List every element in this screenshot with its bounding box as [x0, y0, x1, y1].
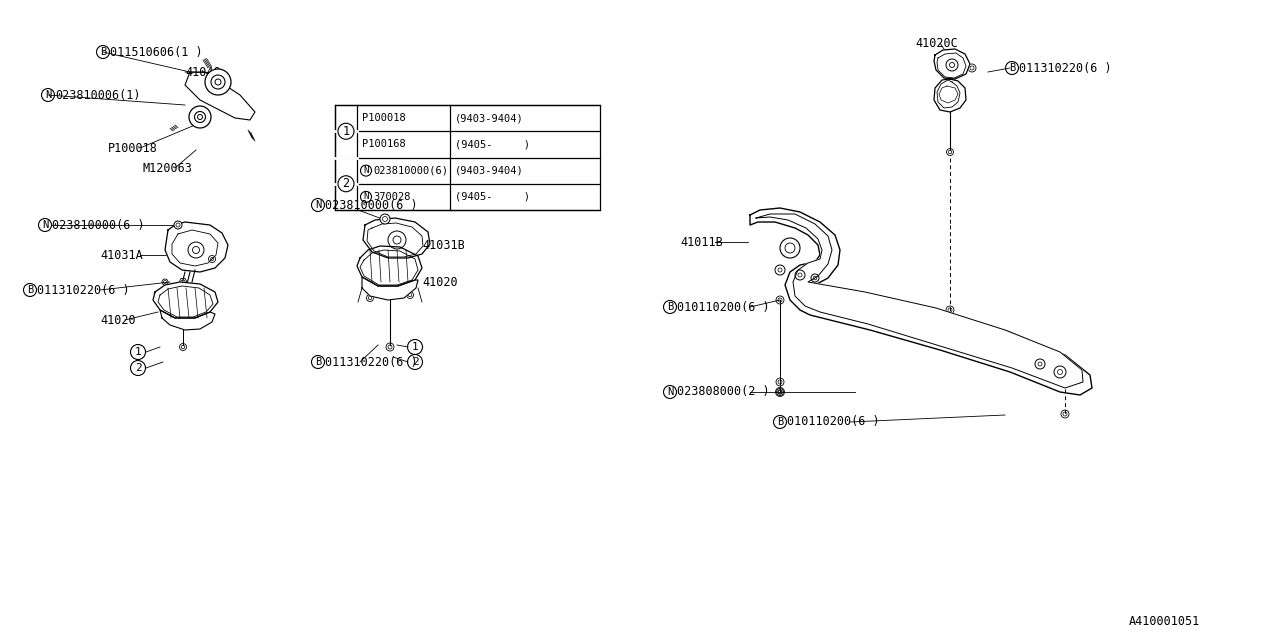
Text: 2: 2 — [343, 177, 349, 190]
Polygon shape — [364, 218, 430, 258]
Bar — [335, 105, 600, 210]
Text: M120063: M120063 — [142, 161, 192, 175]
Polygon shape — [934, 49, 970, 79]
Text: 41020C: 41020C — [915, 36, 957, 49]
Text: N: N — [667, 387, 673, 397]
Text: 023810000(6): 023810000(6) — [372, 166, 448, 175]
Text: 023810000(6 ): 023810000(6 ) — [52, 218, 145, 232]
Text: N: N — [45, 90, 51, 100]
Polygon shape — [165, 222, 228, 272]
Polygon shape — [756, 214, 1083, 388]
Text: (9403-9404): (9403-9404) — [454, 166, 524, 175]
Text: P100168: P100168 — [362, 140, 406, 149]
Text: 41011B: 41011B — [680, 236, 723, 248]
Text: N: N — [364, 193, 369, 202]
Text: 2: 2 — [134, 363, 141, 373]
Text: (9405-     ): (9405- ) — [454, 192, 530, 202]
Text: (9405-     ): (9405- ) — [454, 140, 530, 149]
Text: (9403-9404): (9403-9404) — [454, 113, 524, 123]
Text: 023808000(2 ): 023808000(2 ) — [677, 385, 769, 399]
Text: 010110200(6 ): 010110200(6 ) — [787, 415, 879, 429]
Text: 41040: 41040 — [186, 65, 220, 79]
Text: 41020: 41020 — [422, 275, 458, 289]
Text: B: B — [100, 47, 106, 57]
Text: 1: 1 — [134, 347, 141, 357]
Text: 41020: 41020 — [100, 314, 136, 326]
Text: 1: 1 — [343, 125, 349, 138]
Text: P100018: P100018 — [362, 113, 406, 123]
Text: 023810000(6 ): 023810000(6 ) — [325, 198, 417, 211]
Text: 011510606(1 ): 011510606(1 ) — [110, 45, 202, 58]
Text: 41031B: 41031B — [422, 239, 465, 252]
Text: B: B — [27, 285, 33, 295]
Circle shape — [205, 69, 230, 95]
Text: A410001051: A410001051 — [1129, 615, 1201, 628]
Text: B: B — [777, 417, 783, 427]
Text: P100018: P100018 — [108, 141, 157, 154]
Text: 370028: 370028 — [372, 192, 411, 202]
Text: N: N — [42, 220, 49, 230]
Text: B: B — [1009, 63, 1015, 73]
Polygon shape — [357, 246, 422, 286]
Text: 023810006(1): 023810006(1) — [55, 88, 141, 102]
Text: B: B — [315, 357, 321, 367]
Circle shape — [189, 106, 211, 128]
Text: 011310220(6 ): 011310220(6 ) — [325, 355, 417, 369]
Text: 011310220(6 ): 011310220(6 ) — [37, 284, 129, 296]
Text: 011310220(6 ): 011310220(6 ) — [1019, 61, 1111, 74]
Polygon shape — [154, 282, 218, 318]
Text: 41031A: 41031A — [100, 248, 143, 262]
Polygon shape — [160, 310, 215, 330]
Polygon shape — [186, 72, 255, 120]
Text: N: N — [364, 166, 369, 175]
Circle shape — [174, 221, 182, 229]
Text: 2: 2 — [412, 357, 419, 367]
Text: 010110200(6 ): 010110200(6 ) — [677, 301, 769, 314]
Polygon shape — [362, 277, 419, 300]
Polygon shape — [934, 79, 966, 112]
Circle shape — [380, 214, 390, 224]
Text: N: N — [315, 200, 321, 210]
Text: B: B — [667, 302, 673, 312]
Text: 1: 1 — [412, 342, 419, 352]
Polygon shape — [750, 208, 1092, 395]
